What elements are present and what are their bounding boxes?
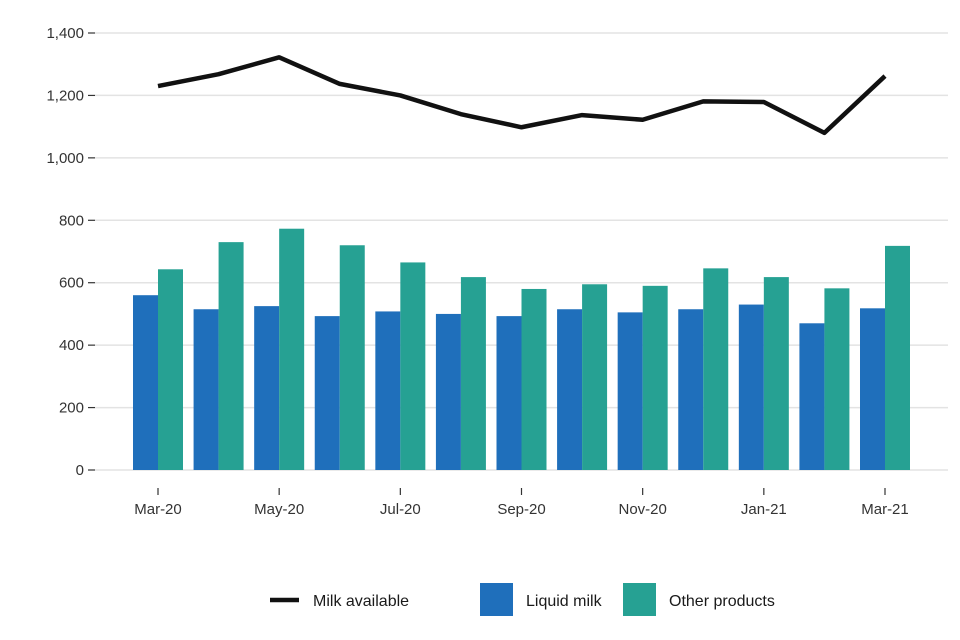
- bar-other-products: [642, 285, 668, 470]
- y-tick-label: 0: [76, 462, 84, 479]
- x-tick-label: Jul-20: [380, 501, 421, 518]
- legend-item: Liquid milk: [480, 583, 603, 616]
- legend-label: Other products: [669, 593, 775, 610]
- bar-liquid-milk: [496, 316, 522, 470]
- bar-other-products: [279, 228, 305, 470]
- bar-other-products: [400, 262, 426, 470]
- x-tick-label: Mar-20: [134, 501, 182, 518]
- bar-liquid-milk: [799, 323, 825, 470]
- bar-liquid-milk: [678, 309, 704, 470]
- y-tick-label: 600: [59, 275, 84, 292]
- bar-liquid-milk: [375, 311, 401, 470]
- bar-liquid-milk: [738, 304, 764, 470]
- bar-other-products: [885, 245, 910, 470]
- bar-other-products: [158, 269, 183, 470]
- y-tick-label: 200: [59, 400, 84, 417]
- bars: [133, 228, 910, 470]
- x-tick-label: Jan-21: [741, 501, 787, 518]
- x-tick-label: Mar-21: [861, 501, 909, 518]
- legend-item: Other products: [623, 583, 775, 616]
- y-axis: 0 200 400 600 800 1,000 1,200 1,400: [46, 25, 95, 479]
- bar-other-products: [460, 277, 486, 470]
- bar-other-products: [763, 277, 789, 470]
- y-tick-label: 1,400: [46, 25, 84, 42]
- bar-other-products: [582, 284, 608, 470]
- legend-label: Milk available: [313, 593, 409, 610]
- bar-other-products: [339, 245, 365, 470]
- bar-liquid-milk: [133, 295, 158, 470]
- bar-other-products: [703, 268, 729, 470]
- milk-available-line: [157, 55, 887, 136]
- bar-liquid-milk: [617, 312, 643, 470]
- legend-label: Liquid milk: [526, 593, 603, 610]
- y-tick-label: 1,000: [46, 150, 84, 167]
- bar-liquid-milk: [860, 308, 885, 470]
- x-axis: Mar-20 May-20 Jul-20 Sep-20 Nov-20 Jan-21 Mar-…: [134, 488, 909, 518]
- y-tick-label: 400: [59, 337, 84, 354]
- bar-liquid-milk: [435, 313, 461, 470]
- legend-swatch-box: [623, 583, 656, 616]
- legend: Milk available Liquid milk Other products: [270, 583, 775, 616]
- bar-liquid-milk: [557, 309, 583, 470]
- bar-liquid-milk: [314, 316, 340, 470]
- bar-other-products: [521, 288, 547, 470]
- x-tick-label: May-20: [254, 501, 304, 518]
- bar-other-products: [218, 242, 244, 470]
- y-tick-label: 800: [59, 212, 84, 229]
- bar-liquid-milk: [254, 306, 280, 470]
- x-tick-label: Sep-20: [497, 501, 545, 518]
- x-tick-label: Nov-20: [618, 501, 666, 518]
- milk-available-series: [157, 55, 887, 136]
- legend-item: Milk available: [270, 593, 409, 610]
- bar-other-products: [824, 288, 850, 470]
- legend-swatch-box: [480, 583, 513, 616]
- bar-liquid-milk: [193, 309, 219, 470]
- y-tick-label: 1,200: [46, 87, 84, 104]
